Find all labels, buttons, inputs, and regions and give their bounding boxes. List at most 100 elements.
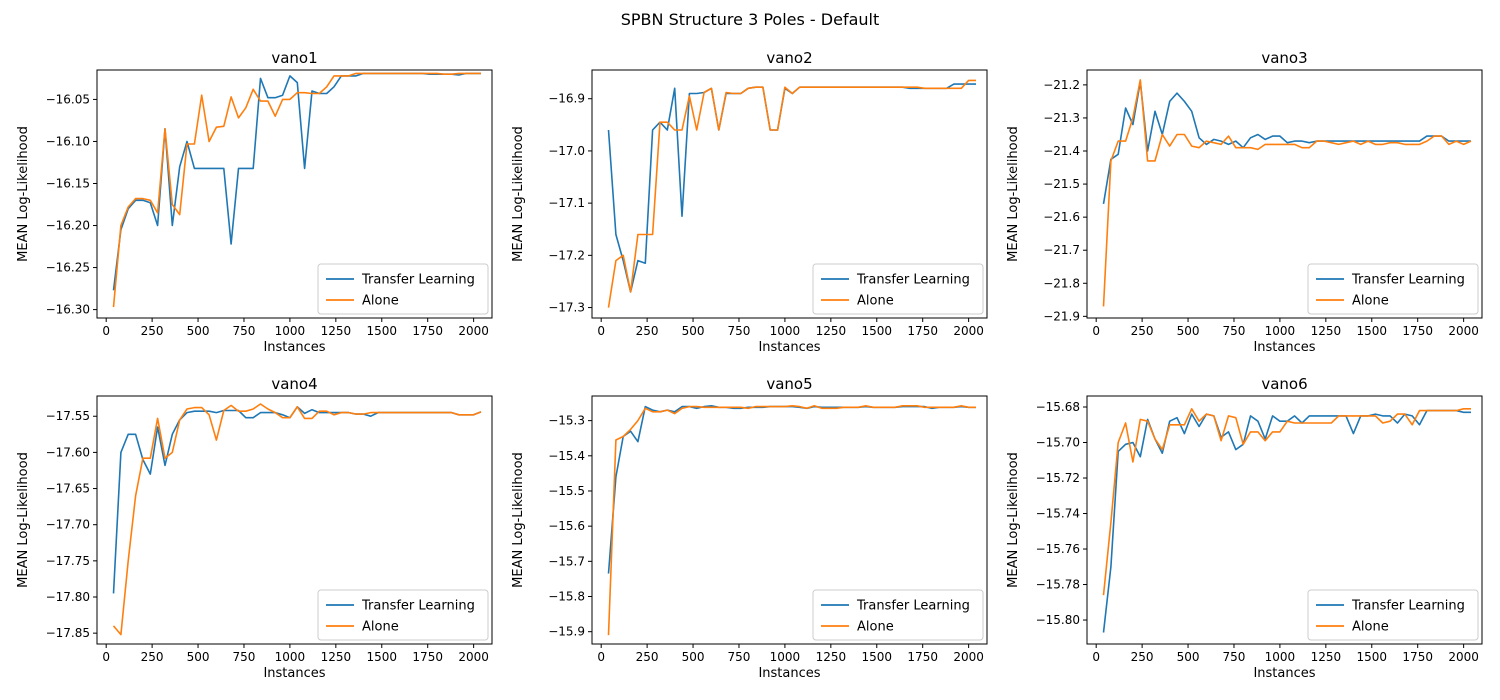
x-tick-label: 1500 (861, 324, 892, 338)
legend-label: Transfer Learning (1351, 599, 1465, 614)
y-tick-label: −21.9 (1043, 309, 1080, 323)
y-tick-label: −15.78 (1036, 578, 1080, 592)
y-axis-label: MEAN Log-Likelihood (511, 126, 526, 262)
y-tick-label: −15.68 (1036, 400, 1080, 414)
x-tick-label: 250 (636, 650, 659, 664)
legend-label: Transfer Learning (361, 273, 475, 288)
y-tick-label: −16.30 (46, 303, 90, 317)
y-axis-label: MEAN Log-Likelihood (16, 452, 31, 588)
legend-box (1307, 589, 1479, 641)
x-tick-label: 1250 (816, 324, 847, 338)
legend-label: Transfer Learning (856, 273, 970, 288)
y-tick-label: −15.7 (548, 554, 585, 568)
x-tick-label: 0 (102, 324, 110, 338)
x-axis-label: Instances (758, 340, 820, 355)
x-tick-label: 1000 (770, 650, 801, 664)
x-tick-label: 1250 (816, 650, 847, 664)
y-tick-label: −15.5 (548, 484, 585, 498)
y-tick-label: −17.0 (548, 144, 585, 158)
y-tick-label: −17.2 (548, 248, 585, 262)
legend-label: Alone (1352, 620, 1389, 635)
subplot-vano4: vano4 0 250 500 750 1000 1250 1500 1750 2000 −17.8… (16, 375, 493, 681)
y-tick-label: −15.72 (1036, 471, 1080, 485)
series-line-transfer-learning (607, 83, 976, 293)
series-line-transfer-learning (1102, 80, 1471, 205)
legend: Transfer Learning Alone (1307, 263, 1479, 315)
axes-frame (591, 69, 988, 319)
x-tick-label: 1750 (1402, 650, 1433, 664)
y-tick-label: −16.15 (46, 176, 90, 190)
x-tick-label: 1500 (861, 650, 892, 664)
x-tick-label: 1250 (321, 324, 352, 338)
x-tick-label: 1000 (770, 324, 801, 338)
y-tick-label: −15.6 (548, 519, 585, 533)
x-tick-label: 750 (1223, 650, 1246, 664)
y-tick-label: −16.9 (548, 92, 585, 106)
x-tick-label: 500 (682, 324, 705, 338)
subplot-title: vano2 (766, 49, 812, 67)
y-tick-label: −17.75 (46, 554, 90, 568)
legend: Transfer Learning Alone (1307, 589, 1479, 641)
subplot-title: vano3 (1261, 49, 1307, 67)
subplot-title: vano4 (271, 375, 317, 393)
x-tick-label: 750 (233, 324, 256, 338)
x-tick-label: 0 (597, 324, 605, 338)
y-tick-label: −21.2 (1043, 78, 1080, 92)
x-tick-label: 1750 (907, 324, 938, 338)
y-tick-label: −21.3 (1043, 111, 1080, 125)
axes-frame (591, 395, 988, 645)
legend-box (812, 263, 984, 315)
y-tick-label: −15.3 (548, 414, 585, 428)
legend-label: Transfer Learning (1351, 273, 1465, 288)
y-tick-label: −16.10 (46, 134, 90, 148)
x-tick-label: 2000 (953, 650, 984, 664)
y-tick-label: −17.60 (46, 445, 90, 459)
y-tick-label: −21.7 (1043, 243, 1080, 257)
subplot-title: vano6 (1261, 375, 1307, 393)
x-tick-label: 250 (141, 324, 164, 338)
x-tick-label: 2000 (953, 324, 984, 338)
legend-label: Alone (362, 294, 399, 309)
legend-label: Alone (857, 620, 894, 635)
x-tick-label: 0 (1092, 324, 1100, 338)
y-tick-label: −17.3 (548, 301, 585, 315)
x-tick-label: 500 (187, 650, 210, 664)
series-line-alone (112, 403, 482, 636)
legend-label: Alone (362, 620, 399, 635)
y-axis-label: MEAN Log-Likelihood (511, 452, 526, 588)
legend-label: Transfer Learning (856, 599, 970, 614)
x-tick-label: 0 (597, 650, 605, 664)
x-tick-label: 2000 (458, 650, 489, 664)
x-tick-label: 1000 (1265, 324, 1296, 338)
subplot-title: vano5 (766, 375, 812, 393)
y-tick-label: −21.8 (1043, 276, 1080, 290)
x-tick-label: 0 (1092, 650, 1100, 664)
legend-box (317, 263, 489, 315)
legend: Transfer Learning Alone (812, 589, 984, 641)
y-tick-label: −15.70 (1036, 436, 1080, 450)
y-tick-label: −16.20 (46, 219, 90, 233)
x-tick-label: 250 (636, 324, 659, 338)
x-tick-label: 1000 (1265, 650, 1296, 664)
y-tick-label: −16.05 (46, 92, 90, 106)
x-tick-label: 500 (1177, 650, 1200, 664)
x-tick-label: 750 (728, 650, 751, 664)
x-tick-label: 1500 (1356, 650, 1387, 664)
x-tick-label: 750 (233, 650, 256, 664)
legend-label: Transfer Learning (361, 599, 475, 614)
x-tick-label: 250 (141, 650, 164, 664)
y-tick-label: −17.65 (46, 482, 90, 496)
y-tick-label: −17.55 (46, 409, 90, 423)
x-tick-label: 500 (682, 650, 705, 664)
x-tick-label: 1500 (366, 324, 397, 338)
x-tick-label: 1000 (275, 650, 306, 664)
subplot-title: vano1 (271, 49, 317, 67)
x-axis-label: Instances (1253, 666, 1315, 681)
series-line-alone (1102, 407, 1471, 596)
series-line-transfer-learning (112, 72, 481, 291)
y-tick-label: −15.80 (1036, 613, 1080, 627)
series-line-alone (607, 79, 976, 308)
legend-box (812, 589, 984, 641)
x-tick-label: 1750 (412, 324, 443, 338)
